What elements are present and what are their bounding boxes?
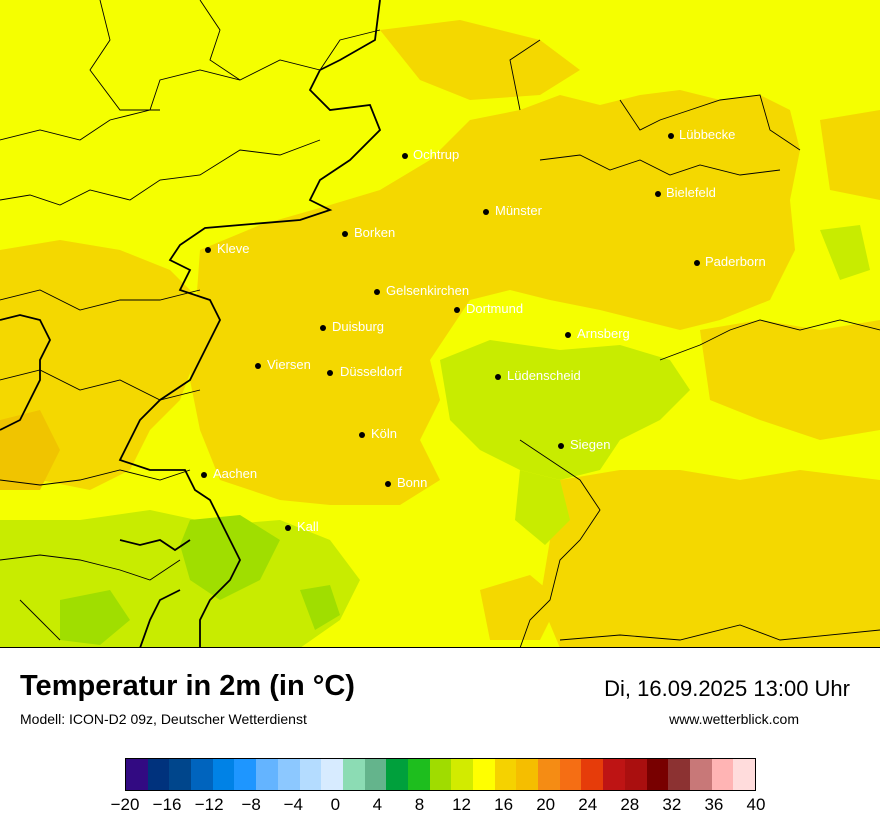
cooler-temperature-areas [60,515,340,645]
colorbar-cell [624,759,647,790]
model-source: Modell: ICON-D2 09z, Deutscher Wetterdie… [20,711,307,727]
svg-text:Borken: Borken [354,225,395,240]
colorbar-cell [711,759,734,790]
city-siegen[interactable]: Siegen [558,437,610,452]
city-bielefeld[interactable]: Bielefeld [655,185,716,200]
city-aachen[interactable]: Aachen [201,466,257,481]
temperature-map[interactable]: Lübbecke Ochtrup Bielefeld Münster Borke… [0,0,880,648]
colorbar-tick-label: 12 [452,795,471,814]
colorbar-tick-label: 24 [578,795,598,814]
city-kleve[interactable]: Kleve [205,241,250,256]
svg-text:Gelsenkirchen: Gelsenkirchen [386,283,469,298]
colorbar-tick-label: 32 [662,795,682,814]
city-luebbecke[interactable]: Lübbecke [668,127,735,142]
colorbar-cell [321,759,343,790]
colorbar-cell [299,759,322,790]
svg-text:Bonn: Bonn [397,475,427,490]
svg-text:Kleve: Kleve [217,241,250,256]
colorbar-cell [407,759,430,790]
svg-text:Paderborn: Paderborn [705,254,766,269]
svg-text:Lübbecke: Lübbecke [679,127,735,142]
colorbar-tick-label: −8 [241,795,261,814]
colorbar-cell [603,759,625,790]
colorbar-cell [386,759,408,790]
colorbar-tick-label: 28 [620,795,640,814]
colorbar-tick-label: −20 [110,795,140,814]
colorbar-cell [581,759,604,790]
city-dortmund[interactable]: Dortmund [454,301,523,316]
national-borders [0,0,382,647]
forecast-datetime: Di, 16.09.2025 13:00 Uhr [604,676,850,701]
colorbar-cell [234,759,257,790]
colorbar-cell [646,759,669,790]
colorbar-cell [429,759,452,790]
colorbar-cell [256,759,278,790]
city-arnsberg[interactable]: Arnsberg [565,326,630,341]
svg-text:Arnsberg: Arnsberg [577,326,630,341]
colorbar-tick-label: −16 [152,795,182,814]
colorbar-tick-label: 20 [536,795,556,814]
colorbar-cell [191,759,213,790]
colorbar-tick-label: 40 [746,795,766,814]
svg-text:Aachen: Aachen [213,466,257,481]
colorbar-tick-label: 16 [494,795,514,814]
city-borken[interactable]: Borken [342,225,395,240]
colorbar-cell [473,759,495,790]
svg-text:Düsseldorf: Düsseldorf [340,364,403,379]
colorbar-cell [559,759,582,790]
city-paderborn[interactable]: Paderborn [694,254,766,269]
city-luedenscheid[interactable]: Lüdenscheid [495,368,581,383]
svg-text:Münster: Münster [495,203,543,218]
colorbar-cell [364,759,387,790]
colorbar-tick-label: 4 [372,795,383,814]
svg-text:Köln: Köln [371,426,397,441]
svg-text:Siegen: Siegen [570,437,610,452]
colorbar-tick-label: −4 [283,795,303,814]
city-duisburg[interactable]: Duisburg [320,319,384,334]
svg-text:Kall: Kall [297,519,319,534]
city-muenster[interactable]: Münster [483,203,543,218]
svg-text:Duisburg: Duisburg [332,319,384,334]
city-gelsenkirchen[interactable]: Gelsenkirchen [374,283,469,298]
colorbar-cell [451,759,473,790]
city-markers: Lübbecke Ochtrup Bielefeld Münster Borke… [201,127,766,534]
temperature-colorbar [125,758,756,791]
map-title: Temperatur in 2m (in °C) [20,670,355,702]
colorbar-cell [516,759,539,790]
colorbar-cell [169,759,192,790]
colorbar-cell [277,759,300,790]
city-duesseldorf[interactable]: Düsseldorf [327,364,403,379]
svg-text:Bielefeld: Bielefeld [666,185,716,200]
colorbar-tick-label: −12 [194,795,224,814]
regional-borders [0,0,880,647]
colorbar-tick-label: 0 [330,795,341,814]
svg-text:Lüdenscheid: Lüdenscheid [507,368,581,383]
city-bonn[interactable]: Bonn [385,475,427,490]
svg-text:Dortmund: Dortmund [466,301,523,316]
colorbar-cell [538,759,560,790]
colorbar-cell [689,759,712,790]
colorbar-cell [147,759,170,790]
colorbar-tick-label: 36 [704,795,724,814]
colorbar-cell [733,759,755,790]
city-viersen[interactable]: Viersen [255,357,311,372]
city-koeln[interactable]: Köln [359,426,397,441]
svg-text:Ochtrup: Ochtrup [413,147,459,162]
colorbar-tick-label: 8 [414,795,425,814]
warm-temperature-areas [0,20,880,647]
colorbar-cell [494,759,517,790]
colorbar-cell [342,759,365,790]
city-kall[interactable]: Kall [285,519,319,534]
colorbar-cell [212,759,235,790]
colorbar-cell [126,759,148,790]
city-ochtrup[interactable]: Ochtrup [402,147,459,162]
colorbar-cell [668,759,690,790]
svg-text:Viersen: Viersen [267,357,311,372]
website-link[interactable]: www.wetterblick.com [669,711,799,727]
